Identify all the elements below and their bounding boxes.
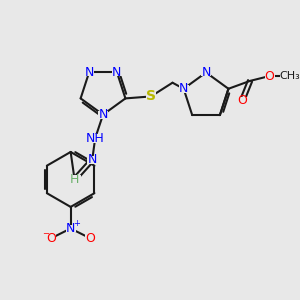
FancyBboxPatch shape [201, 69, 211, 76]
Text: +: + [73, 219, 80, 228]
Text: N: N [201, 66, 211, 79]
Text: N: N [66, 222, 75, 235]
FancyBboxPatch shape [98, 111, 108, 119]
Text: N: N [85, 66, 94, 79]
Text: H: H [70, 173, 79, 186]
FancyBboxPatch shape [68, 175, 81, 184]
Text: N: N [98, 108, 108, 121]
Text: O: O [237, 94, 247, 107]
Text: N: N [88, 153, 97, 166]
Text: NH: NH [86, 132, 105, 145]
Text: O: O [46, 232, 56, 245]
FancyBboxPatch shape [112, 68, 122, 76]
FancyBboxPatch shape [85, 234, 95, 242]
Text: N: N [112, 66, 122, 79]
FancyBboxPatch shape [46, 234, 56, 242]
Text: S: S [146, 89, 156, 103]
FancyBboxPatch shape [179, 85, 189, 93]
FancyBboxPatch shape [66, 225, 76, 232]
Text: CH₃: CH₃ [279, 71, 300, 81]
FancyBboxPatch shape [88, 134, 103, 142]
FancyBboxPatch shape [146, 92, 156, 101]
FancyBboxPatch shape [280, 72, 298, 80]
FancyBboxPatch shape [265, 72, 274, 80]
Text: N: N [179, 82, 188, 95]
Text: O: O [265, 70, 275, 83]
FancyBboxPatch shape [237, 97, 247, 104]
Text: −: − [42, 229, 49, 238]
FancyBboxPatch shape [87, 156, 97, 164]
Text: O: O [85, 232, 95, 245]
FancyBboxPatch shape [84, 68, 94, 76]
